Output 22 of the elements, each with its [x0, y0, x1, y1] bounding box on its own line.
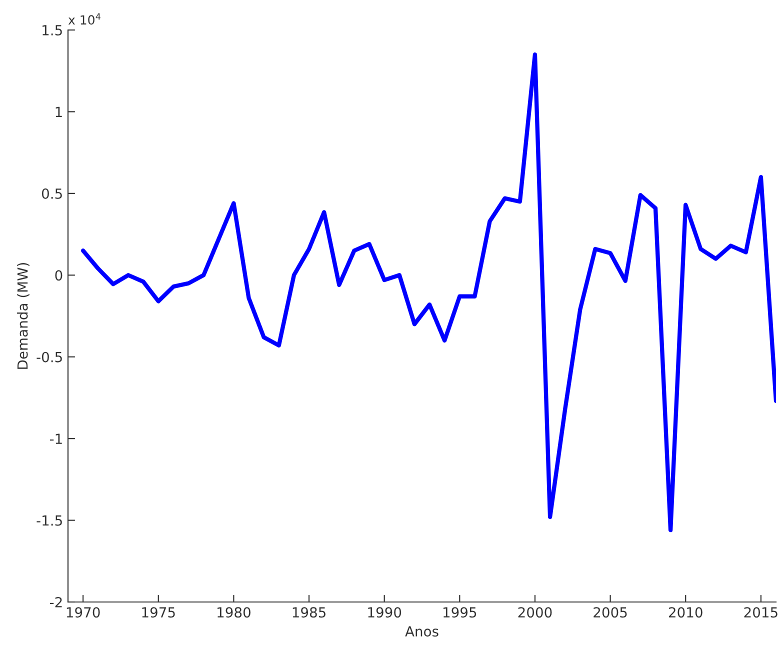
x-axis-title: Anos — [405, 626, 438, 637]
y-tick-label: -2 — [50, 596, 62, 608]
x-tick-label: 1975 — [142, 607, 175, 618]
x-tick-label: 1995 — [444, 607, 476, 618]
y-tick-label: -0.5 — [36, 352, 62, 362]
x-tick-label: 1990 — [368, 607, 402, 618]
x-tick-label: 2015 — [744, 607, 778, 618]
x-tick-label: 2000 — [518, 607, 552, 618]
y-axis-title: Demanda (MW) — [17, 263, 30, 369]
x-tick-label: 2010 — [668, 607, 702, 618]
line-series — [80, 52, 776, 532]
y-tick-label: 1 — [56, 106, 62, 117]
y-tick-label: 0 — [55, 270, 62, 281]
y-tick-label: 1.5 — [42, 25, 62, 36]
y-tick-label: 0.5 — [42, 188, 62, 199]
x-tick-label: 1985 — [292, 607, 326, 618]
x-tick-label: 2005 — [594, 607, 627, 618]
x-tick-label: 1970 — [66, 607, 100, 618]
y-tick-label: -1 — [50, 434, 62, 444]
x-tick-label: 1980 — [218, 607, 250, 618]
text: x 10$^{4}$ — [68, 13, 100, 25]
y-tick-label: -1.5 — [36, 515, 62, 526]
